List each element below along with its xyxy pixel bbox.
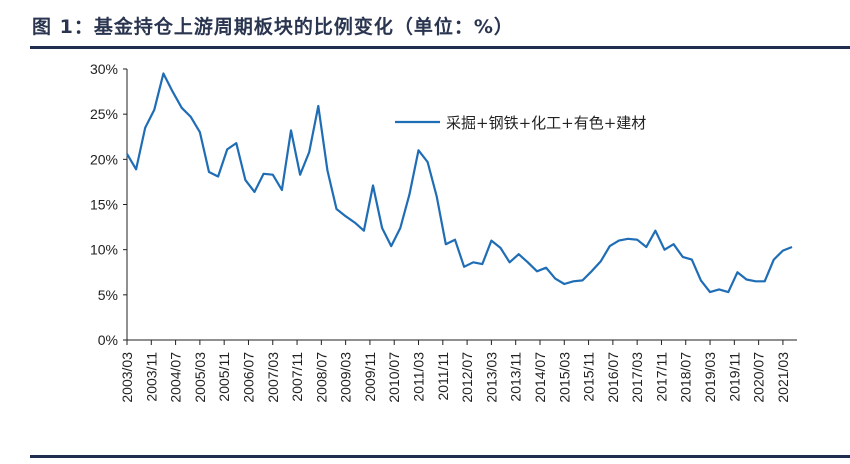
- x-tick-label: 2017/11: [653, 352, 669, 402]
- x-tick-label: 2007/03: [265, 352, 281, 403]
- top-rule: [30, 46, 850, 49]
- x-tick-label: 2021/03: [775, 352, 791, 403]
- x-tick-label: 2004/07: [168, 352, 184, 403]
- y-tick-label: 15%: [90, 197, 118, 213]
- x-tick-label: 2009/11: [362, 352, 378, 402]
- y-tick-label: 30%: [90, 61, 118, 77]
- x-tick-label: 2019/11: [726, 352, 742, 402]
- x-tick-label: 2011/03: [411, 352, 427, 402]
- x-tick-label: 2020/07: [751, 352, 767, 403]
- bottom-rule: [30, 455, 850, 458]
- x-tick-label: 2007/11: [289, 352, 305, 402]
- x-tick-label: 2017/03: [629, 352, 645, 403]
- x-tick-label: 2009/03: [338, 352, 354, 403]
- figure-title: 图 1：基金持仓上游周期板块的比例变化（单位：%）: [32, 16, 514, 38]
- y-tick-label: 0%: [98, 332, 118, 348]
- x-tick-label: 2019/03: [702, 352, 718, 403]
- x-tick-label: 2016/07: [605, 352, 621, 403]
- x-tick-label: 2003/11: [143, 352, 159, 402]
- x-tick-label: 2013/11: [508, 352, 524, 402]
- x-tick-label: 2010/07: [386, 352, 402, 403]
- y-tick-label: 5%: [98, 287, 118, 303]
- y-tick-label: 25%: [90, 106, 118, 122]
- x-tick-label: 2005/11: [216, 352, 232, 402]
- x-tick-label: 2008/07: [313, 352, 329, 403]
- x-tick-label: 2006/07: [240, 352, 256, 403]
- x-tick-label: 2014/07: [532, 352, 548, 403]
- x-tick-label: 2011/11: [435, 352, 451, 401]
- x-tick-label: 2015/11: [581, 352, 597, 402]
- legend-label: 采掘+钢铁+化工+有色+建材: [446, 114, 646, 132]
- x-tick-label: 2003/03: [119, 352, 135, 403]
- x-tick-label: 2013/03: [483, 352, 499, 403]
- x-tick-label: 2015/03: [556, 352, 572, 403]
- x-tick-label: 2012/07: [459, 352, 475, 403]
- y-tick-label: 10%: [90, 242, 118, 258]
- y-tick-label: 20%: [90, 151, 118, 167]
- series-line: [126, 72, 793, 294]
- x-tick-label: 2005/03: [192, 352, 208, 403]
- x-tick-label: 2018/07: [678, 352, 694, 403]
